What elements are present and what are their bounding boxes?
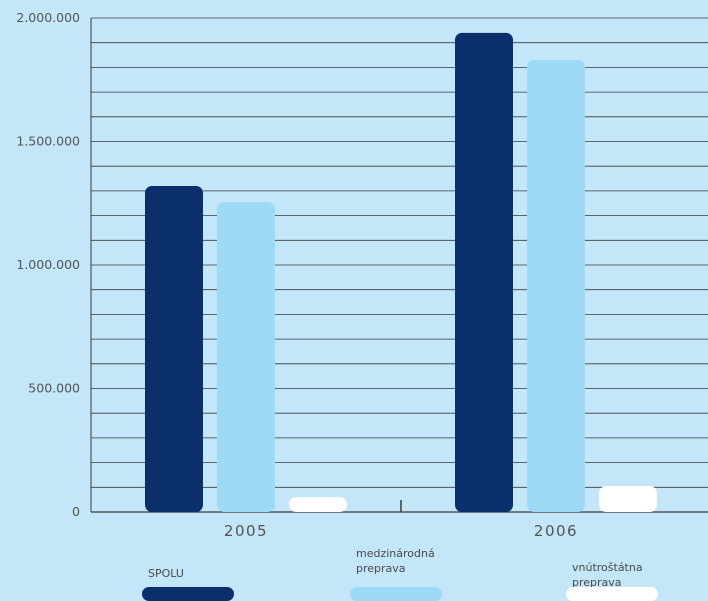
y-tick-label: 500.000	[28, 381, 80, 396]
y-tick-label: 1.500.000	[16, 134, 80, 149]
legend-swatch-vnutrostatna	[566, 587, 658, 601]
y-tick-label: 2.000.000	[16, 10, 80, 25]
legend-swatch-spolu	[142, 587, 234, 601]
bar-vnutrostatna-2006	[599, 486, 657, 512]
legend-label-medzinarodna-line2: preprava	[356, 562, 406, 575]
legend-label-medzinarodna-line1: medzinárodná	[356, 547, 435, 560]
legend-label-spolu: SPOLU	[148, 566, 184, 581]
legend-label-spolu-line1: SPOLU	[148, 567, 184, 580]
tick-labels: 0 500.000 1.000.000 1.500.000 2.000.000 2005 2…	[16, 10, 578, 540]
legend-label-medzinarodna: medzinárodná preprava	[356, 546, 435, 576]
legend-label-vnutrostatna-line1: vnútroštátna	[572, 561, 643, 574]
y-tick-label: 1.000.000	[16, 257, 80, 272]
legend-label-vnutrostatna-line2: preprava	[572, 576, 622, 589]
bar-vnutrostatna-2005	[289, 497, 347, 512]
x-tick-label: 2005	[224, 522, 268, 540]
x-tick-label: 2006	[534, 522, 578, 540]
bar-spolu-2006	[455, 32, 513, 512]
bar-medzinarodna-2006	[527, 59, 585, 513]
legend-swatch-medzinarodna	[350, 587, 442, 601]
y-tick-label: 0	[72, 504, 80, 519]
bars	[145, 32, 657, 513]
legend-label-vnutrostatna: vnútroštátna preprava	[572, 560, 643, 590]
bar-spolu-2005	[145, 185, 203, 512]
bar-medzinarodna-2005	[217, 202, 275, 512]
